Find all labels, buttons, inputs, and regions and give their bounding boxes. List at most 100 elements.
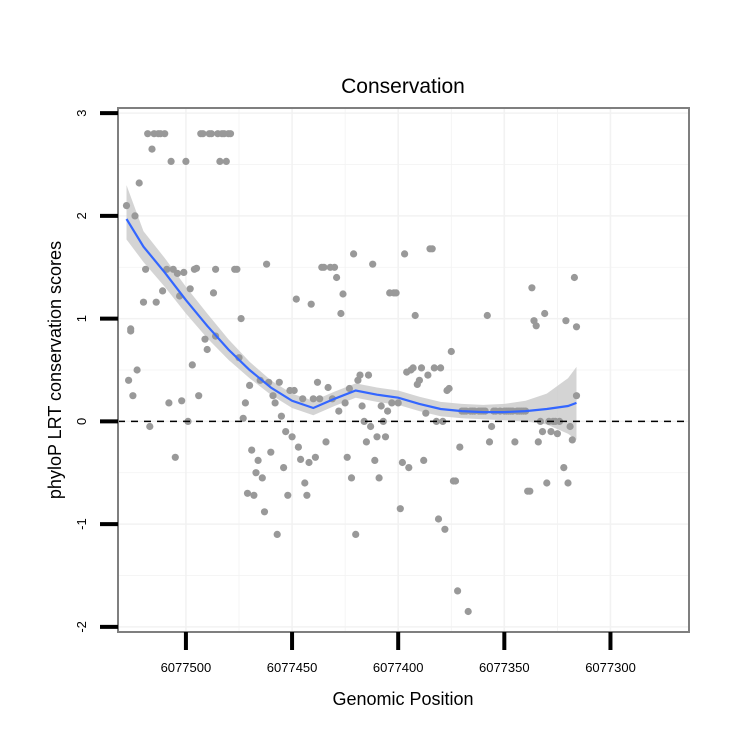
data-point xyxy=(282,428,290,436)
chart-title: Conservation xyxy=(341,75,465,98)
data-point xyxy=(207,130,215,138)
data-point xyxy=(547,428,555,436)
data-point xyxy=(483,311,491,320)
data-point xyxy=(335,407,343,415)
data-point xyxy=(180,268,188,276)
data-point xyxy=(562,317,570,325)
data-point xyxy=(152,298,160,306)
data-point xyxy=(330,263,339,271)
data-point xyxy=(437,364,445,372)
data-point xyxy=(371,456,379,464)
data-point xyxy=(288,433,296,441)
data-point xyxy=(237,315,245,323)
y-tick-label: 0 xyxy=(74,418,89,425)
data-point xyxy=(248,446,256,454)
data-point xyxy=(222,157,230,165)
data-point xyxy=(532,322,540,330)
data-point xyxy=(267,448,275,456)
data-point xyxy=(350,250,358,258)
data-point xyxy=(362,438,370,446)
data-point xyxy=(250,491,258,499)
data-point xyxy=(369,260,377,268)
data-point xyxy=(553,430,562,438)
data-point xyxy=(301,479,309,487)
data-point xyxy=(430,364,438,372)
data-point xyxy=(424,371,432,379)
data-point xyxy=(290,386,298,395)
y-tick-label: 3 xyxy=(74,109,89,116)
data-point xyxy=(201,335,209,343)
data-point xyxy=(564,479,572,487)
data-point xyxy=(186,285,194,293)
data-point xyxy=(405,464,413,472)
data-point xyxy=(464,607,472,616)
x-tick-label: 6077450 xyxy=(267,660,318,675)
data-point xyxy=(360,417,368,425)
data-point xyxy=(526,487,534,495)
data-point xyxy=(135,179,143,187)
data-point xyxy=(146,422,154,431)
y-tick-label: 1 xyxy=(74,315,89,322)
data-point xyxy=(394,399,402,407)
data-point xyxy=(216,157,224,165)
data-point xyxy=(341,399,349,407)
axis-ticks: -2 -1 0 1 2 3 6077500 6077450 6077400 6077350 6077… xyxy=(74,109,636,675)
data-point xyxy=(271,399,279,407)
data-point xyxy=(313,378,322,386)
data-point xyxy=(356,371,364,379)
data-point xyxy=(243,489,252,497)
data-point xyxy=(333,273,341,282)
data-point xyxy=(226,130,235,138)
data-point xyxy=(434,515,443,523)
panel-border xyxy=(117,107,690,633)
data-point xyxy=(125,376,133,384)
data-point xyxy=(316,395,324,403)
data-point xyxy=(309,395,317,403)
data-point xyxy=(343,453,351,461)
data-point xyxy=(324,383,332,392)
data-point xyxy=(299,395,307,403)
data-point xyxy=(572,392,581,400)
x-tick-label: 6077300 xyxy=(585,660,636,675)
data-point xyxy=(252,469,260,477)
data-point xyxy=(409,364,417,372)
data-point xyxy=(178,397,186,405)
data-point xyxy=(122,202,131,210)
data-point xyxy=(543,479,551,487)
data-point xyxy=(352,530,360,539)
data-point xyxy=(173,269,181,277)
data-point xyxy=(275,378,283,386)
data-point xyxy=(159,287,167,295)
data-point xyxy=(384,407,392,415)
data-point xyxy=(420,456,428,464)
data-point xyxy=(161,130,169,138)
data-point xyxy=(142,265,150,273)
data-point xyxy=(392,289,400,297)
data-point xyxy=(417,364,426,372)
data-point xyxy=(192,264,201,272)
y-axis-title: phyloP LRT conservation scores xyxy=(45,241,65,499)
data-point xyxy=(441,525,449,533)
data-point xyxy=(560,464,568,472)
data-point xyxy=(139,298,148,306)
data-point xyxy=(131,212,139,220)
data-point xyxy=(534,438,542,446)
x-tick-label: 6077350 xyxy=(479,660,530,675)
data-point xyxy=(570,273,579,282)
data-point xyxy=(269,392,277,400)
data-point xyxy=(511,438,519,446)
y-tick-label: -1 xyxy=(74,518,89,530)
data-point xyxy=(239,414,247,422)
data-point xyxy=(284,491,292,499)
data-point xyxy=(454,587,462,595)
data-point xyxy=(485,438,494,446)
data-point xyxy=(358,402,366,410)
data-point xyxy=(320,263,328,271)
data-point xyxy=(297,455,305,463)
data-point xyxy=(322,438,330,446)
data-point xyxy=(171,453,179,461)
data-point xyxy=(396,505,404,513)
smooth-line-group xyxy=(118,218,689,423)
